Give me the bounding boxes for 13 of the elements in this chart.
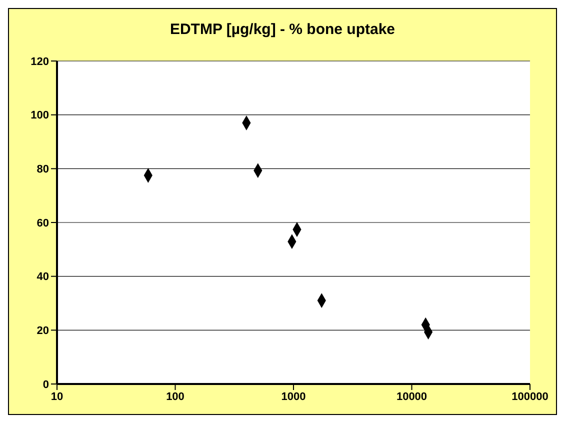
y-tick-label: 0 <box>42 378 49 391</box>
y-tick-label: 20 <box>36 325 49 338</box>
y-tick-label: 100 <box>30 110 49 122</box>
y-tick-label: 60 <box>36 217 49 230</box>
y-tick-label: 120 <box>30 56 49 68</box>
x-tick-label: 10 <box>50 390 64 403</box>
x-tick-label: 1000 <box>281 390 306 403</box>
x-tick-label: 100 <box>166 390 184 403</box>
chart-title: EDTMP [µg/kg] - % bone uptake <box>168 21 396 38</box>
x-tick-label: 10000 <box>396 390 428 403</box>
x-tick-label: 100000 <box>512 390 548 403</box>
y-tick-label: 80 <box>36 164 49 176</box>
y-tick-label: 40 <box>36 271 49 284</box>
